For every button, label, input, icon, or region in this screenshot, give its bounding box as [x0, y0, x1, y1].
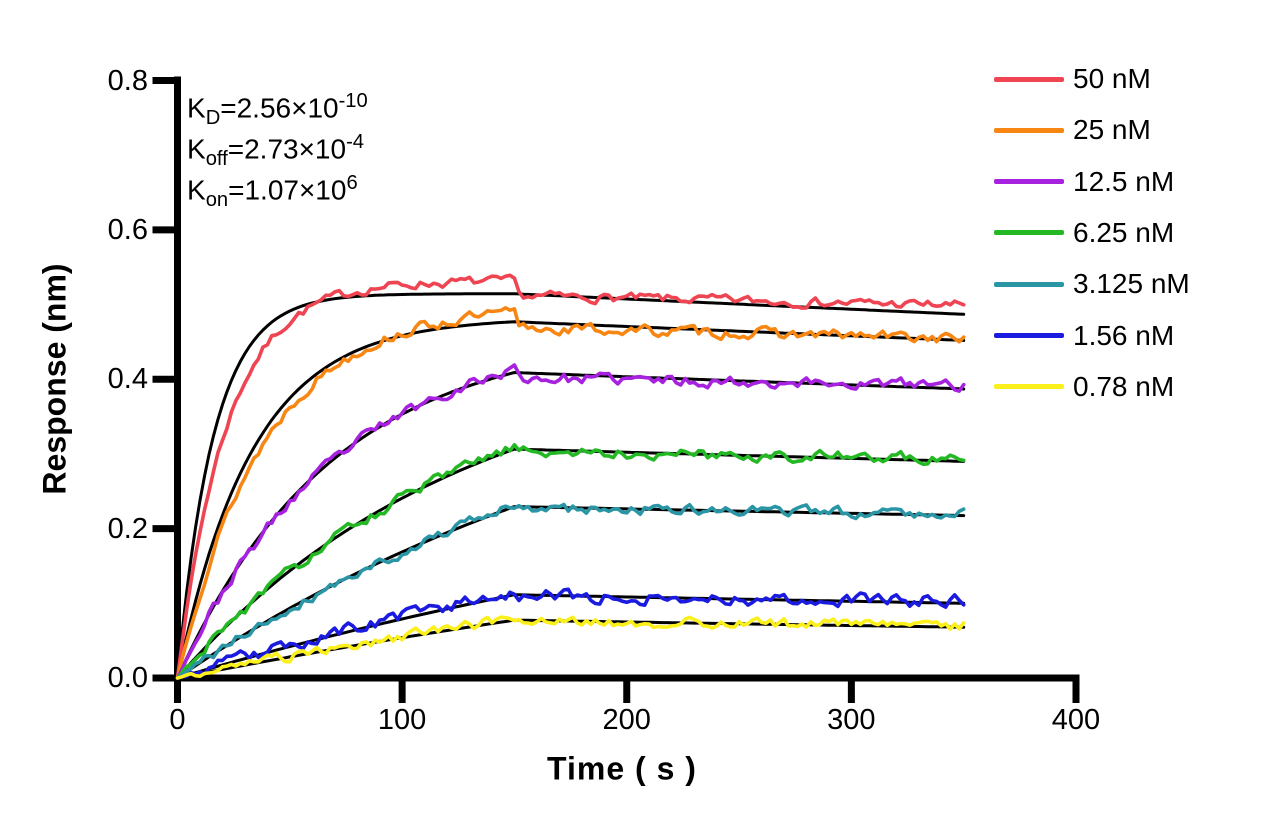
sensorgram-curve [175, 363, 966, 680]
x-tick-label: 0 [169, 704, 186, 736]
legend-label: 0.78 nM [1073, 370, 1175, 402]
legend-label: 6.25 nM [1073, 216, 1175, 248]
x-tick-label: 100 [377, 704, 427, 736]
legend-line-swatch [994, 76, 1064, 82]
legend-item: 0.78 nM [994, 370, 1175, 402]
legend-label: 25 nM [1073, 114, 1151, 146]
y-tick-label: 0.8 [107, 64, 148, 97]
legend-line-swatch [994, 179, 1064, 185]
sensorgram-curve [175, 615, 966, 680]
legend-label: 50 nM [1073, 63, 1151, 94]
kinetics-annotation-line: Koff=2.73×10-4 [187, 131, 365, 170]
y-tick-label: 0.2 [107, 512, 148, 545]
legend-item: 3.125 nM [994, 268, 1190, 300]
legend-line-swatch [994, 230, 1064, 236]
sensorgram-curve [175, 273, 966, 680]
fit-curve [176, 320, 966, 680]
sensorgram-curve [175, 306, 966, 680]
legend-item: 12.5 nM [994, 165, 1175, 197]
legend-line-swatch [994, 281, 1064, 287]
legend-label: 1.56 nM [1073, 319, 1175, 351]
x-tick-label: 200 [602, 704, 651, 736]
legend-line-swatch [994, 127, 1064, 133]
x-tick-label: 300 [827, 704, 876, 736]
legend-item: 1.56 nM [994, 319, 1175, 351]
legend-line-swatch [994, 333, 1064, 338]
legend-label: 3.125 nM [1073, 268, 1190, 300]
legend-item: 6.25 nM [994, 216, 1175, 248]
y-tick-label: 0.0 [107, 662, 148, 694]
fit-curve [176, 371, 966, 680]
fit-curve [176, 618, 966, 680]
y-tick-label: 0.4 [107, 363, 148, 396]
legend-item: 50 nM [994, 63, 1151, 94]
legend-item: 25 nM [994, 114, 1151, 146]
y-tick-label: 0.6 [107, 213, 148, 246]
x-tick-label: 400 [1051, 704, 1101, 736]
x-axis-title: Time ( s ) [547, 750, 697, 787]
kinetics-annotation-line: KD=2.56×10-10 [187, 90, 368, 129]
legend-label: 12.5 nM [1073, 165, 1175, 197]
legend-line-swatch [994, 384, 1064, 390]
sensorgram-curve [175, 502, 966, 680]
kinetics-annotation-line: Kon=1.07×106 [187, 172, 358, 211]
y-axis-title: Response (nm) [36, 263, 73, 495]
kinetics-annotation: KD=2.56×10-10 Koff=2.73×10-4 Kon=1.07×106 [187, 81, 368, 211]
sensorgram-curve [175, 443, 966, 680]
sensorgram-curve [175, 587, 966, 680]
